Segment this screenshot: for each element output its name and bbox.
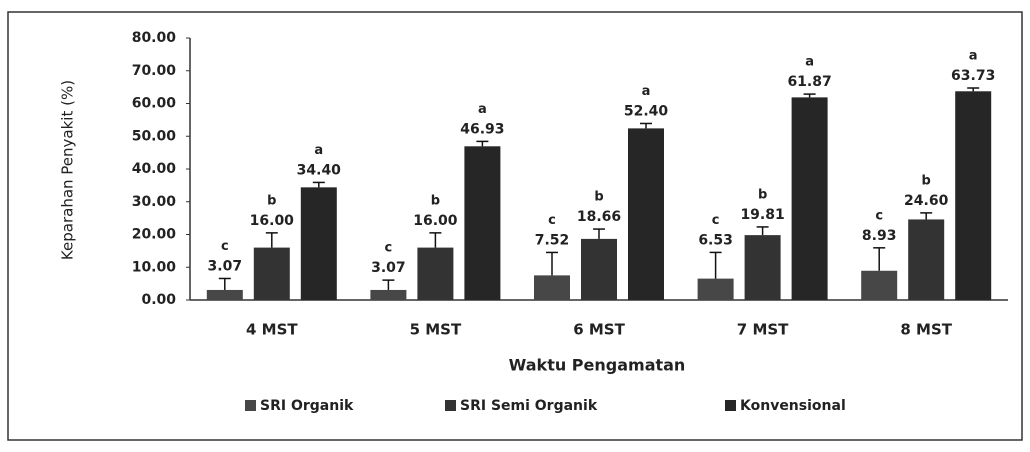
significance-letter: a [969, 49, 978, 64]
value-label: 3.07 [208, 258, 243, 274]
bar [300, 187, 337, 300]
value-label: 16.00 [250, 213, 295, 229]
bar [206, 289, 243, 300]
frame [7, 11, 1023, 441]
value-label: 61.87 [787, 74, 831, 90]
bar [464, 146, 501, 300]
y-axis-label: Keparahan Penyakit (%) [59, 80, 77, 260]
significance-letter: a [642, 84, 651, 99]
y-tick-label: 0.00 [141, 292, 176, 308]
value-label: 52.40 [624, 103, 669, 119]
value-label: 8.93 [862, 228, 897, 244]
value-label: 18.66 [577, 209, 621, 225]
significance-letter: b [594, 190, 603, 205]
value-label: 19.81 [740, 207, 784, 223]
y-tick-label: 50.00 [132, 128, 177, 144]
x-tick-label: 5 MST [410, 321, 462, 339]
bar [534, 275, 570, 300]
significance-letter: b [922, 173, 931, 188]
value-label: 24.60 [904, 193, 949, 209]
value-label: 63.73 [951, 68, 995, 84]
bar [628, 128, 664, 300]
x-axis-label: Waktu Pengamatan [509, 356, 686, 375]
significance-letter: c [385, 241, 393, 256]
legend-swatch [245, 400, 256, 411]
bar [955, 91, 992, 301]
bar [908, 219, 945, 300]
bar [581, 238, 617, 300]
significance-letter: a [478, 102, 487, 117]
bar [370, 289, 407, 300]
bar [253, 247, 290, 300]
bar [744, 235, 781, 300]
legend-swatch [725, 400, 736, 411]
y-tick-label: 20.00 [132, 227, 177, 243]
value-label: 7.52 [535, 232, 570, 248]
x-tick-label: 7 MST [737, 321, 789, 339]
y-tick-label: 30.00 [132, 194, 177, 210]
bar [697, 278, 734, 300]
significance-letter: b [758, 187, 767, 202]
significance-letter: c [548, 213, 556, 228]
legend-swatch [445, 400, 456, 411]
y-tick-label: 10.00 [132, 259, 177, 275]
value-label: 3.07 [371, 260, 406, 276]
bar [417, 247, 454, 300]
y-tick-label: 40.00 [132, 161, 177, 177]
value-label: 16.00 [413, 213, 458, 229]
x-tick-label: 4 MST [246, 321, 298, 339]
legend-label: SRI Semi Organik [460, 398, 598, 414]
significance-letter: a [314, 143, 323, 158]
bar [791, 97, 828, 300]
significance-letter: c [712, 213, 720, 228]
value-label: 6.53 [698, 232, 733, 248]
y-tick-label: 70.00 [132, 63, 177, 79]
significance-letter: b [431, 193, 440, 208]
significance-letter: c [221, 239, 229, 254]
y-tick-label: 80.00 [132, 30, 177, 46]
significance-letter: b [267, 193, 276, 208]
x-tick-label: 8 MST [900, 321, 952, 339]
y-tick-label: 60.00 [132, 96, 177, 112]
legend-label: Konvensional [740, 398, 846, 414]
value-label: 46.93 [460, 121, 504, 137]
significance-letter: c [875, 208, 883, 223]
x-tick-label: 6 MST [573, 321, 625, 339]
bar [861, 270, 898, 300]
significance-letter: a [805, 55, 814, 70]
legend-label: SRI Organik [260, 398, 354, 414]
value-label: 34.40 [297, 162, 342, 178]
